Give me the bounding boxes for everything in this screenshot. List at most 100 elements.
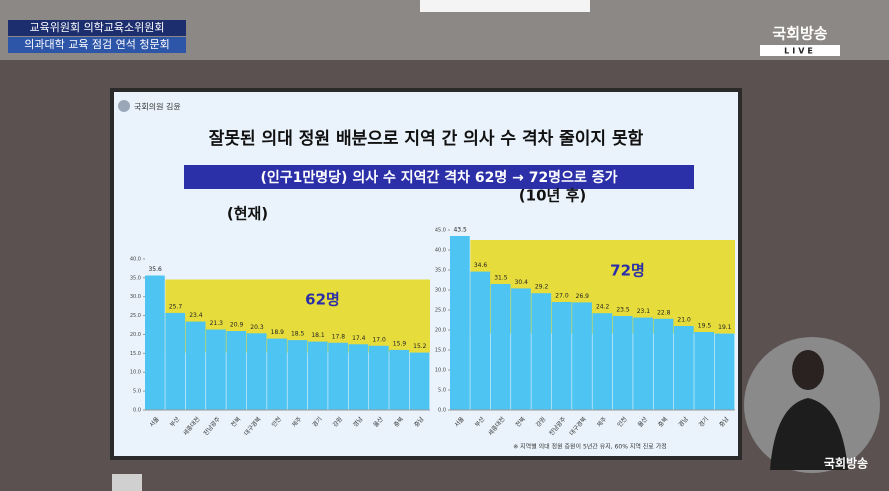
value-label: 15.9 <box>393 340 407 347</box>
y-tick-label: 35.0 <box>130 275 141 281</box>
bar <box>226 331 247 410</box>
bar <box>490 284 511 410</box>
bar <box>673 326 694 410</box>
bar <box>653 318 674 410</box>
bar <box>531 293 552 410</box>
y-tick-label: 40.0 <box>130 256 141 262</box>
chart-title: (현재) <box>227 205 268 223</box>
interpreter-head <box>792 350 824 390</box>
value-label: 21.0 <box>677 317 691 324</box>
y-tick-label: 0.0 <box>438 408 446 414</box>
value-label: 23.5 <box>616 307 630 314</box>
y-tick-label: 20.0 <box>130 332 141 338</box>
value-label: 18.1 <box>311 332 325 339</box>
ceiling-light <box>420 0 590 12</box>
live-label: LIVE <box>784 47 816 56</box>
interpreter-body <box>770 398 848 470</box>
y-tick-label: 10.0 <box>435 368 446 374</box>
bar <box>551 302 572 410</box>
gap-annotation: 62명 <box>305 291 340 309</box>
y-tick-label: 0.0 <box>133 408 141 414</box>
value-label: 23.4 <box>189 312 203 319</box>
bar <box>287 340 308 410</box>
gap-annotation: 72명 <box>610 261 645 279</box>
bar <box>511 288 531 410</box>
value-label: 21.3 <box>210 320 224 327</box>
value-label: 18.5 <box>291 331 305 338</box>
slide-subtitle: (인구1만명당) 의사 수 지역간 격차 62명 → 72명으로 증가 <box>261 169 618 186</box>
y-tick-label: 35.0 <box>435 268 446 274</box>
value-label: 34.6 <box>474 262 488 269</box>
value-label: 18.9 <box>271 329 285 336</box>
bar <box>368 345 389 410</box>
bar <box>389 349 410 410</box>
value-label: 19.5 <box>698 323 712 330</box>
bar <box>572 302 592 410</box>
value-label: 19.1 <box>718 324 732 331</box>
value-label: 43.5 <box>453 227 467 234</box>
value-label: 24.2 <box>596 304 610 311</box>
bar <box>450 236 470 410</box>
bar <box>206 329 226 410</box>
value-label: 29.2 <box>535 284 549 291</box>
emblem <box>118 100 130 112</box>
bar <box>328 342 348 410</box>
value-label: 30.4 <box>515 279 529 286</box>
y-tick-label: 45.0 <box>435 228 446 234</box>
y-tick-label: 25.0 <box>130 313 141 319</box>
bar <box>145 275 165 410</box>
y-tick-label: 40.0 <box>435 248 446 254</box>
y-tick-label: 20.0 <box>435 328 446 334</box>
slide-title: 잘못된 의대 정원 배분으로 지역 간 의사 수 격차 줄이지 못함 <box>209 128 644 149</box>
bar <box>714 333 735 410</box>
bar <box>267 338 287 410</box>
y-tick-label: 30.0 <box>130 294 141 300</box>
caption-box <box>8 37 186 53</box>
subtitle-box <box>184 165 694 189</box>
charts: (현재) 0.0 5.0 10.0 15.0 20.0 25.0 30.0 35.0 40.0 62… <box>130 187 735 437</box>
value-label: 27.0 <box>555 293 569 300</box>
bar <box>185 321 206 410</box>
y-tick-label: 30.0 <box>435 288 446 294</box>
value-label: 17.0 <box>372 336 386 343</box>
bar <box>246 333 267 410</box>
y-tick-label: 25.0 <box>435 308 446 314</box>
value-label: 15.2 <box>413 343 427 350</box>
y-tick-label: 15.0 <box>130 351 141 357</box>
bar <box>348 344 369 410</box>
y-tick-label: 5.0 <box>438 388 446 394</box>
y-tick-label: 10.0 <box>130 370 141 376</box>
channel-logo: 국회방송 <box>772 25 827 43</box>
bar <box>633 317 653 410</box>
value-label: 22.8 <box>657 309 671 316</box>
caption-line2: 의과대학 교육 점검 연석 청문회 <box>24 38 170 51</box>
value-label: 20.3 <box>250 324 264 331</box>
value-label: 20.9 <box>230 322 244 329</box>
value-label: 23.1 <box>637 308 651 315</box>
footnote: ※ 지역별 의대 정원 증원이 5년간 유지, 60% 지역 진료 가정 <box>513 443 667 451</box>
value-label: 26.9 <box>576 293 590 300</box>
y-tick-label: 15.0 <box>435 348 446 354</box>
caption-box <box>8 20 186 36</box>
value-label: 31.5 <box>494 275 508 282</box>
value-label: 17.4 <box>352 335 366 342</box>
y-tick-label: 5.0 <box>133 389 141 395</box>
watermark: 국회방송 <box>824 456 868 471</box>
bar <box>409 352 430 410</box>
bar <box>612 316 633 410</box>
value-label: 17.8 <box>332 333 346 340</box>
caption-line1: 교육위원회 의학교육소위원회 <box>29 21 164 34</box>
bar <box>694 332 715 410</box>
desk-object <box>112 474 142 491</box>
bar <box>307 341 328 410</box>
value-label: 25.7 <box>169 303 183 310</box>
live-box <box>760 45 840 56</box>
chart-title: (10년 후) <box>519 187 586 205</box>
bar <box>165 312 186 410</box>
bar <box>592 313 613 410</box>
value-label: 35.6 <box>148 266 162 273</box>
bar <box>470 271 491 410</box>
slide-author: 국회의원 김윤 <box>134 102 181 112</box>
